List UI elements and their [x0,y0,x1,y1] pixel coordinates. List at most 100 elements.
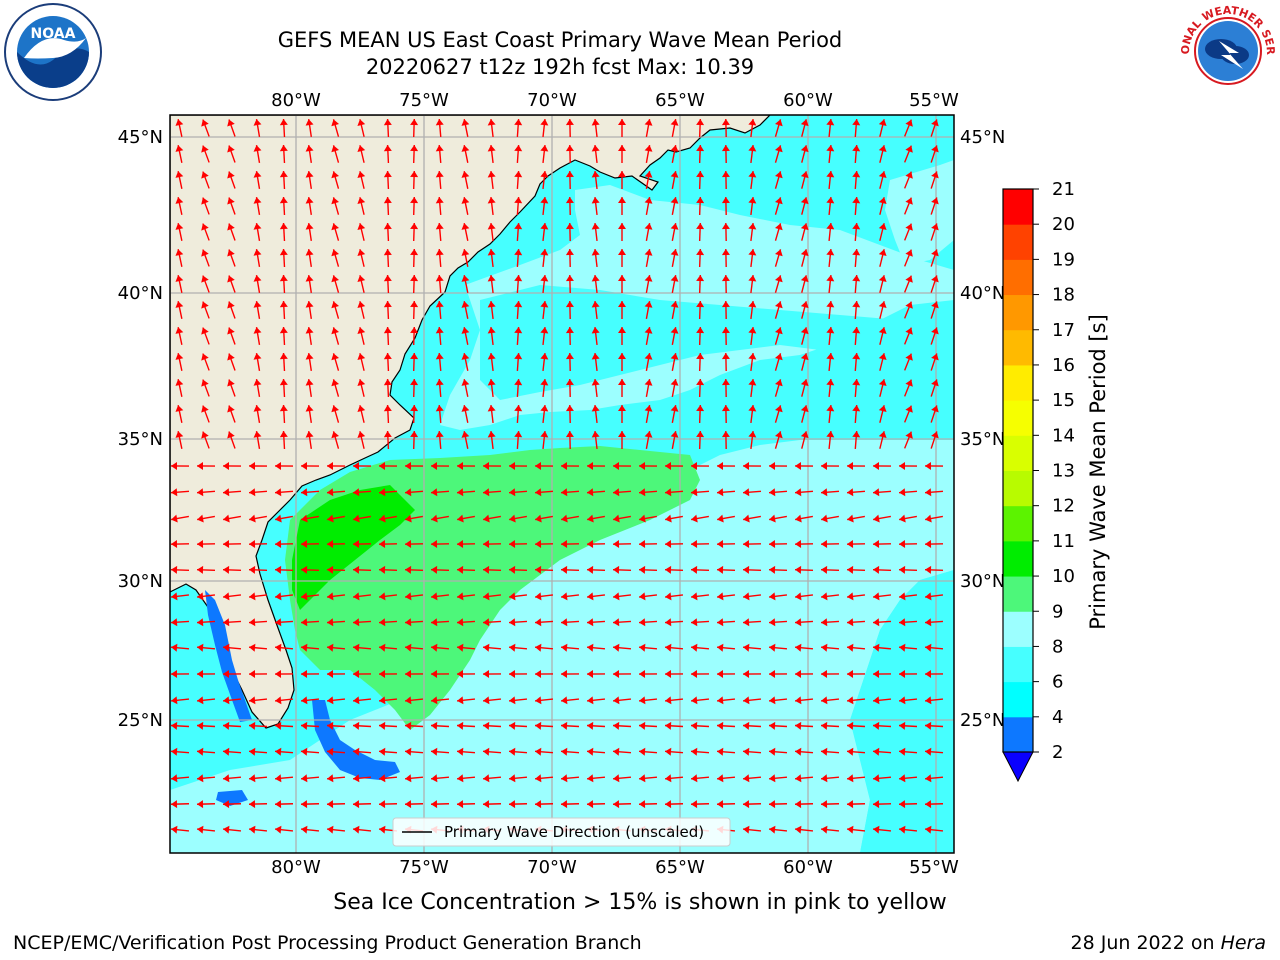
wave-arrow-head [899,461,906,470]
wave-arrow-head [353,800,360,809]
wave-arrow-head [852,119,861,126]
wave-arrow-head [561,461,568,470]
wave-arrow-head [899,670,906,679]
wave-arrow-head [249,747,256,756]
wave-arrow-head [171,643,178,652]
wave-arrow-head [743,461,750,470]
wave-arrow-head [405,721,412,730]
wave-arrow-head [171,670,178,679]
wave-arrow-head [800,171,809,179]
wave-arrow-head [795,774,802,783]
wave-arrow-head [878,119,887,127]
wave-arrow-head [327,825,334,834]
wave-arrow-head [748,197,757,204]
wave-arrow-head [435,145,444,152]
wave-arrow-head [410,353,419,360]
wave-arrow-head [748,431,757,438]
wave-arrow-head [461,379,470,386]
wave-arrow-head [353,514,360,523]
wave-arrow-head [925,488,932,497]
wave-arrow-head [931,145,939,153]
wave-arrow-head [483,592,490,601]
wave-arrow-head [905,353,913,361]
wave-arrow-head [405,540,412,549]
wave-arrow-head [613,670,620,679]
colorbar-segment [1003,611,1033,647]
wave-arrow-head [774,223,783,231]
wave-arrow-head [327,747,334,756]
wave-arrow-head [227,405,235,413]
wave-arrow-head [617,379,626,386]
wave-arrow-head [565,119,574,126]
wave-arrow-head [878,327,887,335]
wave-arrow-head [357,353,366,361]
wave-arrow-head [613,696,620,705]
wave-arrow-head [301,800,308,809]
contour-2-4s-cuba-north [216,790,248,806]
wave-arrow-head [800,327,809,335]
wave-arrow-head [691,774,698,783]
wave-arrow-head [587,461,594,470]
colorbar-tick-label: 21 [1052,179,1075,200]
wave-arrow-head [540,327,549,334]
wave-arrow-head [925,565,932,574]
wave-arrow-head [435,327,444,334]
wave-arrow-head [197,825,204,834]
wave-arrow-head [873,540,880,549]
wave-arrow-head [591,405,600,412]
wave-arrow-head [696,197,705,204]
wave-arrow-head [696,301,705,308]
wave-arrow-head [357,327,366,335]
wave-arrow-head [227,275,235,283]
wave-arrow-head [383,379,392,386]
wave-arrow-head [696,249,705,256]
wave-arrow-head [717,696,724,705]
wave-arrow-head [227,119,235,127]
wave-arrow-head [249,696,256,705]
wave-arrow-head [617,223,626,230]
wave-arrow-head [201,171,209,179]
wave-arrow-head [279,301,288,308]
wave-arrow-head [405,592,412,601]
wave-arrow-head [795,696,802,705]
wave-arrow-head [613,592,620,601]
wave-arrow-head [821,721,828,730]
wave-arrow-head [435,223,444,230]
wave-arrow-head [435,353,444,360]
wave-arrow-head [613,800,620,809]
wave-arrow-head [509,514,516,523]
wave-arrow-head [327,461,334,470]
wave-arrow-head [821,618,828,627]
wave-arrow-head [379,592,386,601]
wave-arrow-head [696,379,705,386]
north-america-land [170,115,771,729]
wave-arrow-head [540,379,549,386]
wave-arrow-head [223,592,230,601]
wave-arrow-head [357,301,366,309]
legend-label: Primary Wave Direction (unscaled) [444,823,704,841]
wave-arrow-head [457,565,464,574]
wave-arrow-head [410,119,419,126]
wave-arrow-head [197,565,204,574]
wave-arrow-head [561,721,568,730]
wave-arrow-head [873,461,880,470]
colorbar-tick-label: 18 [1052,285,1075,306]
wave-arrow-head [435,379,444,386]
wave-arrow-head [431,721,438,730]
wave-arrow-head [691,800,698,809]
wave-arrow-head [535,800,542,809]
wave-arrow-head [279,353,288,360]
colorbar-tick-label: 9 [1052,601,1063,622]
wave-arrow-head [639,721,646,730]
wave-arrow-head [457,540,464,549]
wave-arrow-head [561,696,568,705]
wave-arrow-head [487,145,496,152]
wave-arrow-head [253,249,262,256]
wave-arrow-head [405,618,412,627]
wave-arrow-head [613,461,620,470]
wave-arrow-head [253,275,262,282]
wave-arrow-head [561,488,568,497]
wave-arrow-head [617,119,626,126]
wave-arrow-head [748,171,757,178]
